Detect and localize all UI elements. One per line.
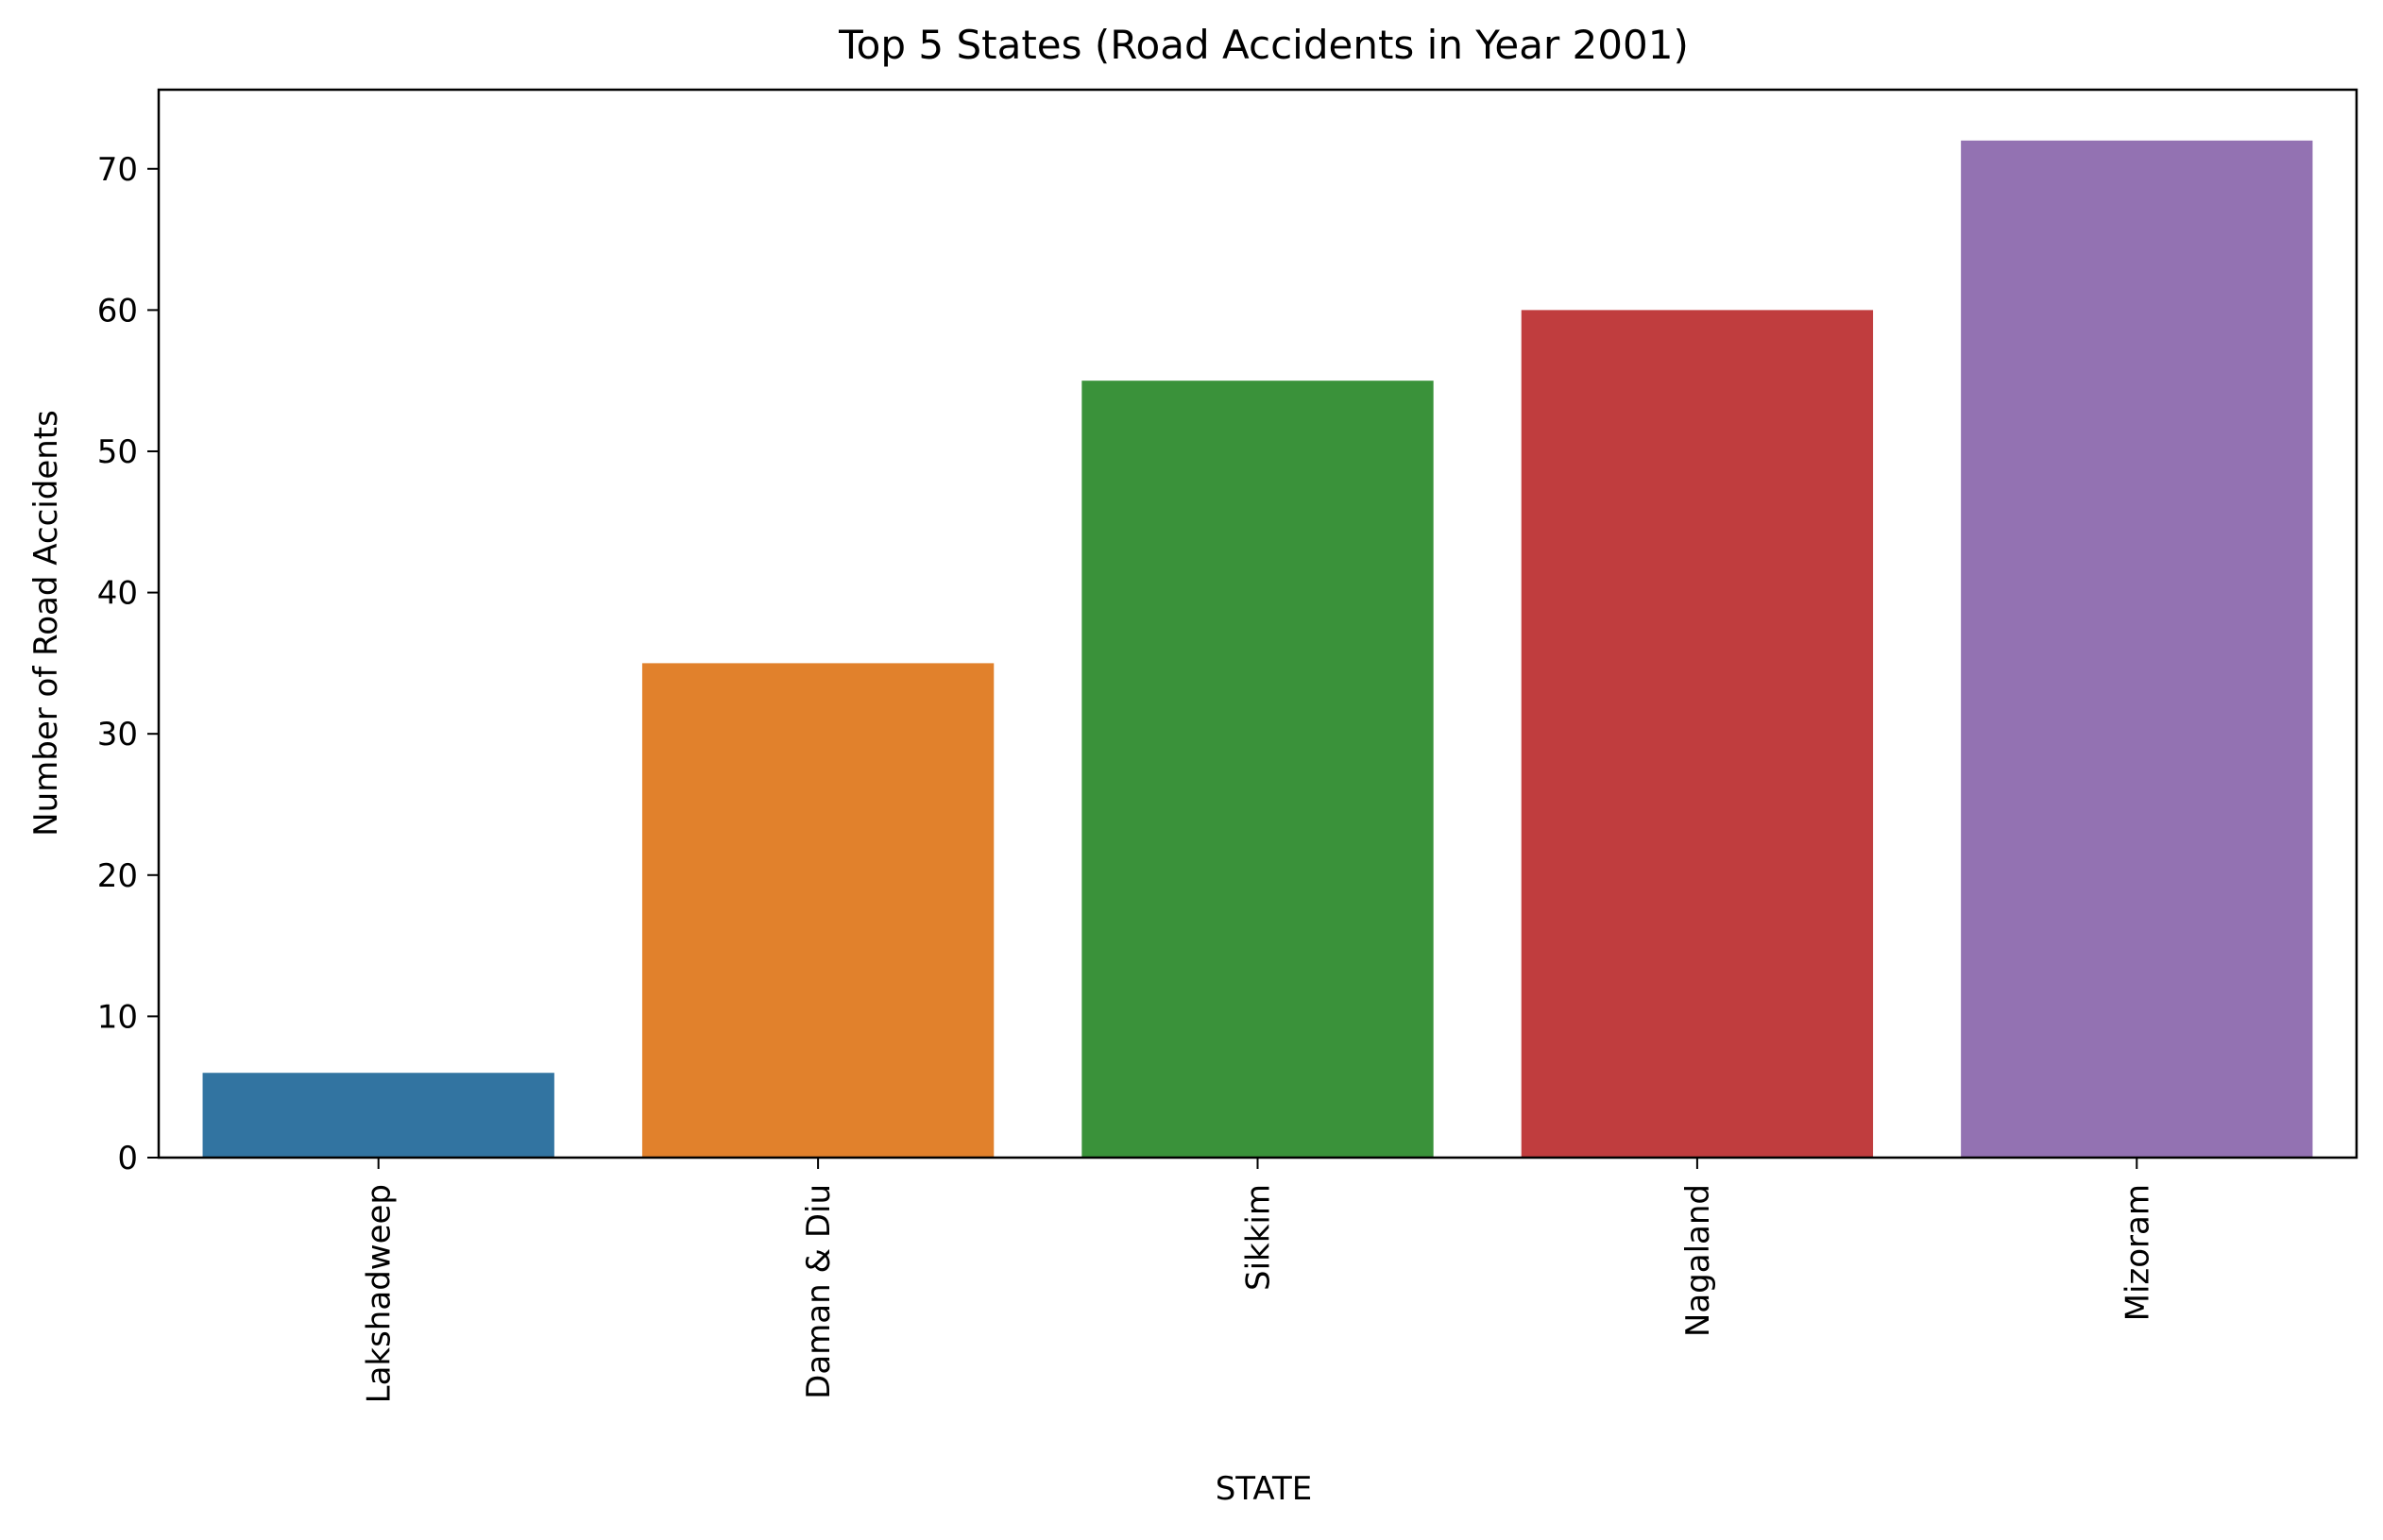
y-tick-label: 60 bbox=[97, 292, 138, 330]
bar-nagaland bbox=[1521, 310, 1874, 1158]
x-axis-label: STATE bbox=[1216, 1470, 1313, 1508]
y-tick-label: 40 bbox=[97, 575, 138, 613]
y-axis: 0 10 20 30 40 50 60 70 bbox=[97, 151, 159, 1177]
x-tick-label: Nagaland bbox=[1679, 1184, 1717, 1337]
bar-lakshadweep bbox=[202, 1073, 554, 1158]
y-tick-label: 50 bbox=[97, 433, 138, 471]
x-tick-label: Daman & Diu bbox=[800, 1184, 838, 1399]
y-tick-label: 30 bbox=[97, 716, 138, 753]
bar-daman-diu bbox=[641, 663, 995, 1158]
x-tick-label: Lakshadweep bbox=[361, 1184, 399, 1403]
x-tick-label: Sikkim bbox=[1240, 1184, 1278, 1291]
chart-title: Top 5 States (Road Accidents in Year 200… bbox=[838, 22, 1689, 68]
y-tick-label: 0 bbox=[117, 1140, 138, 1177]
bar-sikkim bbox=[1081, 381, 1434, 1159]
y-axis-label: Number of Road Accidents bbox=[27, 410, 65, 837]
y-tick-label: 10 bbox=[97, 998, 138, 1036]
x-tick-label: Mizoram bbox=[2119, 1184, 2156, 1321]
plot-area bbox=[202, 140, 2313, 1159]
y-tick-label: 20 bbox=[97, 857, 138, 895]
plot-frame bbox=[157, 88, 2358, 1159]
y-tick-label: 70 bbox=[97, 151, 138, 189]
x-axis: Lakshadweep Daman & Diu Sikkim Nagaland Mizo… bbox=[361, 1158, 2156, 1403]
bar-mizoram bbox=[1961, 140, 2313, 1158]
